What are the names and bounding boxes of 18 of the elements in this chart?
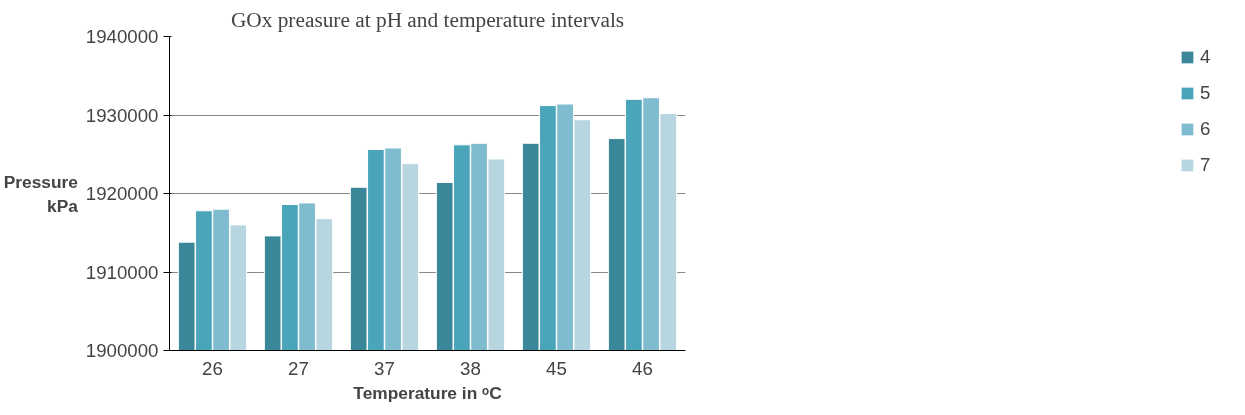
y-tick-label: 1930000 (85, 104, 159, 126)
y-tick-label: 1900000 (85, 340, 159, 361)
x-tick-label: 45 (546, 357, 567, 379)
x-tick-label: 27 (288, 357, 309, 379)
chart-title: GOx preasure at pH and temperature intervals (230, 7, 625, 32)
legend-label: 7 (1200, 154, 1212, 176)
x-tick-label: 46 (632, 357, 653, 379)
y-axis-title: Pressure kPa (3, 171, 79, 216)
y-tick-label: 1940000 (85, 26, 159, 47)
legend-label: 4 (1200, 46, 1212, 68)
x-tick-label: 37 (374, 357, 395, 379)
legend-label: 6 (1200, 118, 1212, 140)
x-tick-label: 26 (202, 357, 223, 379)
x-tick-label: 38 (460, 357, 481, 379)
legend-label: 5 (1200, 82, 1212, 104)
y-tick-label: 1910000 (85, 261, 159, 283)
x-axis-title: Temperature in ᵒC (353, 382, 503, 403)
y-tick-label: 1920000 (85, 183, 159, 204)
